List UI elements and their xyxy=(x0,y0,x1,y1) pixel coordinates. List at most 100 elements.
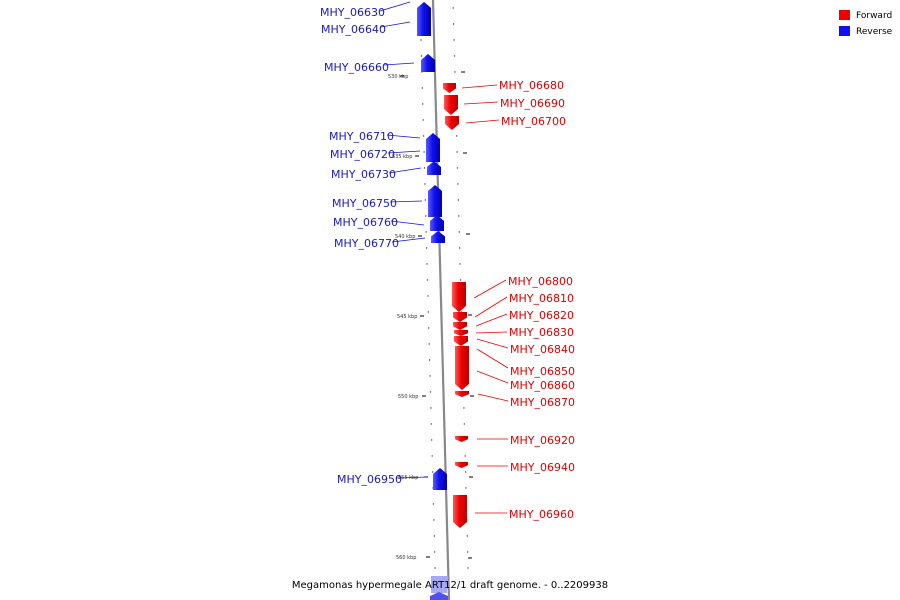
minor-tick xyxy=(463,407,465,409)
gene-label-MHY_06830[interactable]: MHY_06830 xyxy=(509,326,574,339)
minor-tick xyxy=(465,487,467,489)
leader-lines xyxy=(379,1,509,514)
gene-label-MHY_06680[interactable]: MHY_06680 xyxy=(499,79,564,92)
gene-MHY_06940[interactable] xyxy=(455,462,468,468)
gene-MHY_06770[interactable] xyxy=(431,231,445,243)
minor-tick xyxy=(427,295,429,297)
leader-line xyxy=(476,370,509,384)
gene-label-MHY_06940[interactable]: MHY_06940 xyxy=(510,461,575,474)
tick-label: 560 kbp xyxy=(396,555,416,561)
leader-line xyxy=(475,313,508,327)
minor-tick xyxy=(426,279,429,281)
legend-label-reverse: Reverse xyxy=(856,27,893,37)
gene-label-MHY_06850[interactable]: MHY_06850 xyxy=(510,365,575,378)
gene-MHY_06840[interactable] xyxy=(454,336,468,346)
gene-MHY_06720[interactable] xyxy=(426,142,440,162)
gene-label-MHY_06870[interactable]: MHY_06870 xyxy=(510,396,575,409)
gene-MHY_06830[interactable] xyxy=(454,330,468,336)
gene-label-MHY_06810[interactable]: MHY_06810 xyxy=(509,292,574,305)
gene-label-MHY_06690[interactable]: MHY_06690 xyxy=(500,97,565,110)
minor-tick xyxy=(464,455,466,457)
minor-tick xyxy=(423,167,426,169)
gene-label-MHY_06710[interactable]: MHY_06710 xyxy=(329,130,394,143)
minor-tick xyxy=(452,7,454,9)
gene-MHY_06920[interactable] xyxy=(455,436,468,442)
gene-label-MHY_06770[interactable]: MHY_06770 xyxy=(334,237,399,250)
gene-label-MHY_06700[interactable]: MHY_06700 xyxy=(501,115,566,128)
minor-tick xyxy=(457,183,459,185)
gene-MHY_06640[interactable] xyxy=(417,2,431,36)
minor-tick xyxy=(431,439,433,441)
gene-MHY_06820[interactable] xyxy=(453,322,467,330)
minor-tick xyxy=(424,183,426,185)
gene-MHY_06680[interactable] xyxy=(443,83,456,93)
gene-label-MHY_06820[interactable]: MHY_06820 xyxy=(509,309,574,322)
gene-label-MHY_06660[interactable]: MHY_06660 xyxy=(324,61,389,74)
gene-MHY_06810[interactable] xyxy=(453,312,467,322)
gene-label-MHY_06800[interactable]: MHY_06800 xyxy=(508,275,573,288)
gene-MHY_06730[interactable] xyxy=(427,161,441,175)
genes-layer xyxy=(417,2,469,528)
minor-tick xyxy=(454,71,456,73)
minor-tick xyxy=(430,407,432,409)
gene-MHY_06750[interactable] xyxy=(428,185,442,217)
minor-tick xyxy=(463,423,465,425)
legend-swatch-reverse xyxy=(839,26,850,36)
gene-label-MHY_06860[interactable]: MHY_06860 xyxy=(510,379,575,392)
gene-label-MHY_06750[interactable]: MHY_06750 xyxy=(332,197,397,210)
minor-tick xyxy=(429,391,432,393)
leader-line xyxy=(389,200,423,203)
gene-label-MHY_06920[interactable]: MHY_06920 xyxy=(510,434,575,447)
gene-MHY_06870[interactable] xyxy=(455,391,469,397)
gene-label-MHY_06840[interactable]: MHY_06840 xyxy=(510,343,575,356)
minor-tick xyxy=(433,519,435,521)
leader-line xyxy=(388,167,422,174)
tick-label: 540 kbp xyxy=(395,234,415,240)
gene-label-MHY_06630[interactable]: MHY_06630 xyxy=(320,6,385,19)
minor-tick xyxy=(458,231,460,233)
minor-tick xyxy=(428,327,430,329)
minor-tick xyxy=(432,503,435,505)
leader-line xyxy=(383,62,415,66)
minor-tick xyxy=(430,423,432,425)
minor-tick xyxy=(433,535,435,537)
gene-label-MHY_06950[interactable]: MHY_06950 xyxy=(337,473,402,486)
gene-MHY_06960[interactable] xyxy=(453,495,467,528)
leader-line xyxy=(474,296,508,318)
minor-tick xyxy=(464,471,467,473)
tick-label: 535 kbp xyxy=(392,154,412,160)
gene-MHY_06760[interactable] xyxy=(430,215,444,231)
leader-line xyxy=(465,119,500,124)
minor-tick xyxy=(467,551,469,553)
minor-tick xyxy=(420,55,423,57)
minor-tick xyxy=(428,343,430,345)
gene-MHY_06690[interactable] xyxy=(444,95,458,115)
gene-MHY_06950[interactable] xyxy=(433,468,447,490)
leader-line xyxy=(380,21,411,28)
gene-MHY_06800[interactable] xyxy=(452,282,466,312)
leader-line xyxy=(477,393,509,402)
minor-tick xyxy=(453,55,456,57)
leader-line xyxy=(391,237,426,243)
minor-tick xyxy=(455,135,458,137)
minor-tick xyxy=(459,279,462,281)
leader-line xyxy=(395,476,428,479)
legend-swatch-forward xyxy=(839,10,850,20)
gene-label-MHY_06760[interactable]: MHY_06760 xyxy=(333,216,398,229)
gene-MHY_06660[interactable] xyxy=(421,54,435,72)
gene-label-MHY_06720[interactable]: MHY_06720 xyxy=(330,148,395,161)
gene-MHY_06860[interactable] xyxy=(455,352,469,390)
leader-line xyxy=(390,220,425,226)
gene-MHY_06700[interactable] xyxy=(445,116,459,130)
gene-label-MHY_06640[interactable]: MHY_06640 xyxy=(321,23,386,36)
minor-tick xyxy=(420,39,422,41)
minor-tick xyxy=(426,263,428,265)
minor-tick xyxy=(466,535,468,537)
leader-line xyxy=(463,101,499,105)
gene-label-MHY_06960[interactable]: MHY_06960 xyxy=(509,508,574,521)
gene-label-MHY_06730[interactable]: MHY_06730 xyxy=(331,168,396,181)
minor-tick xyxy=(421,87,423,89)
minor-tick xyxy=(459,263,461,265)
minor-tick xyxy=(457,199,459,201)
